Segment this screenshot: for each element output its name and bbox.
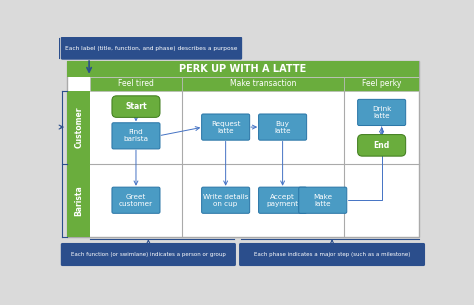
Text: Each phase indicates a major step (such as a milestone): Each phase indicates a major step (such … bbox=[254, 252, 410, 257]
Text: Find
barista: Find barista bbox=[123, 129, 148, 142]
FancyBboxPatch shape bbox=[239, 243, 425, 266]
Text: Make transaction: Make transaction bbox=[230, 79, 296, 88]
FancyBboxPatch shape bbox=[67, 61, 419, 237]
Text: Feel perky: Feel perky bbox=[362, 79, 401, 88]
FancyBboxPatch shape bbox=[61, 37, 242, 60]
FancyBboxPatch shape bbox=[357, 135, 406, 156]
FancyBboxPatch shape bbox=[345, 77, 419, 91]
FancyBboxPatch shape bbox=[299, 187, 347, 213]
Text: Request
latte: Request latte bbox=[211, 120, 240, 134]
Text: Buy
latte: Buy latte bbox=[274, 120, 291, 134]
FancyBboxPatch shape bbox=[201, 187, 250, 213]
Text: Each label (title, function, and phase) describes a purpose: Each label (title, function, and phase) … bbox=[65, 46, 238, 51]
FancyBboxPatch shape bbox=[67, 61, 419, 77]
FancyBboxPatch shape bbox=[201, 114, 250, 140]
Text: Each function (or swimlane) indicates a person or group: Each function (or swimlane) indicates a … bbox=[71, 252, 226, 257]
Text: Write details
on cup: Write details on cup bbox=[203, 194, 248, 207]
Text: Accept
payment: Accept payment bbox=[266, 194, 299, 207]
FancyBboxPatch shape bbox=[61, 243, 236, 266]
Text: Barista: Barista bbox=[74, 185, 83, 216]
Text: Greet
customer: Greet customer bbox=[119, 194, 153, 207]
Text: Feel tired: Feel tired bbox=[118, 79, 154, 88]
FancyBboxPatch shape bbox=[182, 77, 345, 91]
FancyBboxPatch shape bbox=[112, 123, 160, 149]
Text: Start: Start bbox=[125, 102, 147, 111]
FancyBboxPatch shape bbox=[112, 187, 160, 213]
FancyBboxPatch shape bbox=[112, 96, 160, 117]
Text: End: End bbox=[374, 141, 390, 150]
FancyBboxPatch shape bbox=[90, 77, 182, 91]
FancyBboxPatch shape bbox=[357, 99, 406, 126]
FancyBboxPatch shape bbox=[259, 114, 307, 140]
Text: PERK UP WITH A LATTE: PERK UP WITH A LATTE bbox=[179, 64, 307, 74]
Text: Drink
latte: Drink latte bbox=[372, 106, 392, 119]
Text: Customer: Customer bbox=[74, 106, 83, 148]
Text: Make
latte: Make latte bbox=[313, 194, 332, 207]
FancyBboxPatch shape bbox=[67, 91, 90, 237]
FancyBboxPatch shape bbox=[259, 187, 307, 213]
